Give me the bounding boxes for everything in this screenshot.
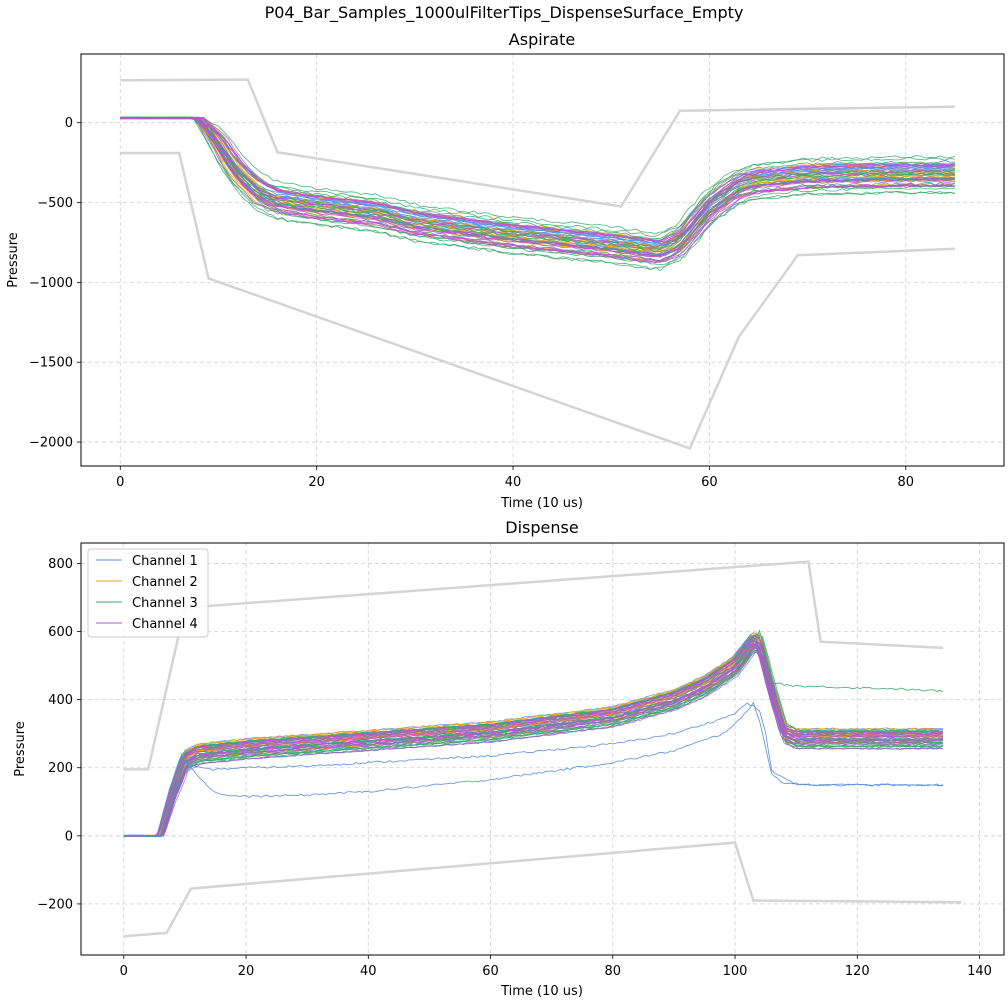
x-tick-label: 20 [238,964,255,979]
dispense-y-ticks: 800 600 400 200 0 −200 [37,557,81,912]
series-line-channel-4 [120,117,955,249]
series-line-channel-4 [123,640,943,837]
series-line-channel-3 [120,116,956,235]
legend-label-channel-1: Channel 1 [132,554,198,569]
aspirate-series [120,116,956,272]
y-tick-label: 0 [65,116,73,131]
aspirate-panel: Aspirate 0 20 40 60 80 0−500−1000−1500−2000 … [6,30,1005,511]
y-tick-label: −200 [37,897,73,912]
x-tick-label: 0 [120,964,128,979]
x-tick-label: 100 [723,964,748,979]
series-line-channel-4 [120,117,955,242]
series-line-channel-4 [123,639,943,837]
series-line-channel-3 [123,633,943,836]
x-tick-label: 120 [845,964,870,979]
outlier-line-channel-1 [123,701,943,838]
figure-suptitle: P04_Bar_Samples_1000ulFilterTips_Dispens… [265,3,744,23]
dispense-plot-frame [80,542,1005,956]
series-line-channel-4 [123,647,943,837]
legend-box [87,548,209,638]
series-line-channel-3 [120,117,956,261]
series-line-channel-3 [120,118,955,266]
y-tick-label: −500 [37,196,73,211]
series-line-channel-4 [123,644,943,837]
dispense-panel: Dispense 0 20 40 60 80 100 120 140 800 600 400 200… [13,518,1005,999]
series-line-channel-4 [123,638,943,837]
y-tick-label: −2000 [29,436,73,451]
series-line-channel-2 [123,632,943,836]
series-line-channel-4 [120,118,955,263]
envelope-upper-line [120,78,955,208]
x-tick-label: 60 [482,964,499,979]
aspirate-title: Aspirate [509,30,575,49]
series-line-channel-4 [123,635,943,836]
series-line-channel-3 [120,117,955,253]
series-line-channel-3 [123,649,943,837]
dispense-y-label: Pressure [13,721,28,777]
y-tick-label: 400 [48,693,73,708]
x-tick-label: 0 [116,475,124,490]
aspirate-y-ticks: 0 −500 −1000 −1500 −2000 [29,116,81,451]
legend-label-channel-3: Channel 3 [132,596,198,611]
aspirate-x-ticks: 0 20 40 60 80 [116,466,914,490]
series-line-channel-4 [123,646,944,837]
x-tick-label: 80 [898,475,915,490]
series-line-channel-3 [120,118,955,272]
x-tick-label: 20 [308,475,325,490]
x-tick-label: 80 [605,964,622,979]
legend-label-channel-4: Channel 4 [132,617,198,632]
y-tick-label: 600 [48,625,73,640]
series-line-channel-3 [123,649,943,837]
x-tick-label: 40 [360,964,377,979]
dispense-x-label: Time (10 us) [500,984,583,999]
series-line-channel-4 [123,651,943,837]
series-line-channel-4 [123,634,944,836]
legend-label-channel-2: Channel 2 [132,575,198,590]
legend: Channel 1 Channel 2 Channel 3 Channel 4 [87,548,209,638]
dispense-x-ticks: 0 20 40 60 80 100 120 140 [120,955,992,979]
y-tick-label: −1000 [29,276,73,291]
y-tick-label: 200 [48,761,73,776]
series-line-channel-4 [120,117,955,257]
series-line-channel-4 [120,117,955,263]
dispense-title: Dispense [505,518,578,537]
x-tick-label: 60 [701,475,718,490]
series-line-channel-2 [123,632,943,836]
series-line-channel-4 [123,644,944,837]
outlier-line-channel-3 [123,629,944,838]
outlier-line-channel-1 [123,702,944,838]
aspirate-envelope [120,78,955,450]
dispense-series [123,629,944,838]
y-tick-label: 800 [48,557,73,572]
aspirate-y-label: Pressure [6,232,21,288]
aspirate-plot-frame [80,53,1005,467]
series-line-channel-4 [123,642,944,837]
series-line-channel-4 [120,117,955,256]
dispense-envelope [123,560,962,938]
x-tick-label: 140 [967,964,992,979]
dispense-grid [81,543,1004,955]
y-tick-label: 0 [65,829,73,844]
envelope-upper-line [123,560,943,771]
series-line-channel-4 [120,118,955,262]
envelope-lower-line [120,151,955,450]
x-tick-label: 40 [505,475,522,490]
aspirate-grid [81,54,1004,466]
aspirate-x-label: Time (10 us) [500,496,583,511]
envelope-lower-line [123,841,962,938]
y-tick-label: −1500 [29,356,73,371]
